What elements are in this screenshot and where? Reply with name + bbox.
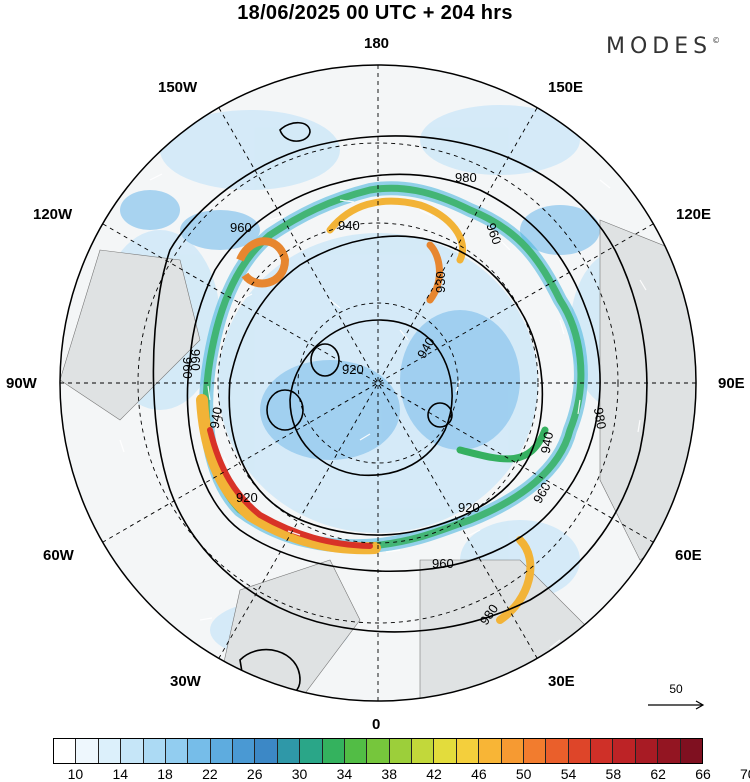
jet-stream-east-segment <box>496 536 535 624</box>
colorbar-cell <box>456 739 480 763</box>
colorbar-tick-label: 58 <box>605 766 622 782</box>
contour-label: 960 <box>188 349 203 371</box>
logo-copyright-mark: © <box>712 36 721 45</box>
colorbar-cell <box>54 739 77 763</box>
colorbar-cell <box>680 739 702 763</box>
lon-label-120e: 120E <box>676 206 712 223</box>
jet-stream-nw-ring <box>236 237 290 288</box>
colorbar-cell <box>501 739 524 763</box>
contour-label: 960 <box>483 221 505 247</box>
lon-label-60e: 60E <box>675 547 702 564</box>
colorbar-cell <box>210 739 233 763</box>
lon-label-90w: 90W <box>6 375 37 392</box>
lon-label-60w: 60W <box>43 547 74 564</box>
colorbar-tick-label: 50 <box>515 766 532 782</box>
colorbar-cell <box>613 739 636 763</box>
colorbar-cell <box>344 739 368 763</box>
colorbar-cell <box>300 739 323 763</box>
colorbar-tick-label: 42 <box>426 766 442 782</box>
colorbar-tick-label: 38 <box>381 766 397 782</box>
lon-label-120w: 120W <box>33 206 73 223</box>
colorbar-tick-label: 34 <box>336 766 353 782</box>
colorbar-cell <box>121 739 144 763</box>
graticule <box>60 65 696 701</box>
map-border <box>59 64 697 702</box>
colorbar-cell <box>367 739 390 763</box>
colorbar-tick-label: 14 <box>112 766 129 782</box>
colorbar-tick-label: 22 <box>202 766 218 782</box>
contour-label: 980 <box>591 406 610 430</box>
contour-label: 960 <box>180 357 195 379</box>
contour-label: 920 <box>458 500 480 515</box>
contour-label: 940 <box>338 218 360 233</box>
contour-label: 980 <box>455 170 477 185</box>
colorbar-cell <box>98 739 122 763</box>
colorbar-cell <box>658 739 681 763</box>
contour-label: 960 <box>230 220 252 235</box>
colorbar-tick-label: 26 <box>246 766 263 782</box>
colorbar-cell <box>277 739 301 763</box>
modes-logo: MODES© <box>606 34 720 59</box>
colorbar-tick-label: 54 <box>560 766 577 782</box>
colorbar-cell <box>412 739 435 763</box>
colorbar-cell <box>434 739 457 763</box>
colorbar-cell <box>188 739 211 763</box>
wind-speed-colorbar <box>53 738 703 764</box>
logo-text: MODES <box>606 34 713 59</box>
lon-label-90e: 90E <box>718 375 745 392</box>
colorbar-tick-label: 70 <box>740 766 750 782</box>
colorbar-cell <box>322 739 345 763</box>
reference-vector: 50 <box>646 682 706 712</box>
colorbar-tick-label: 62 <box>650 766 666 782</box>
lon-label-30e: 30E <box>548 673 575 690</box>
colorbar-cell <box>523 739 547 763</box>
map-title: 18/06/2025 00 UTC + 204 hrs <box>237 2 513 24</box>
jet-stream-ne-segment <box>456 426 549 463</box>
lon-label-0: 0 <box>372 716 381 733</box>
colorbar-cell <box>389 739 412 763</box>
jet-stream-max-segment <box>196 394 381 555</box>
colorbar-cell <box>233 739 256 763</box>
jet-stream-inner-segment <box>426 241 443 304</box>
contour-label: 930 <box>433 271 448 293</box>
colorbar-tick-label: 30 <box>291 766 308 782</box>
colorbar-tick-label: 66 <box>695 766 711 782</box>
lon-label-150e: 150E <box>548 79 584 96</box>
contour-label: 960 <box>432 556 454 571</box>
colorbar-labels: 10 14 18 22 26 30 34 38 42 46 50 54 58 62 66 70 <box>53 766 750 782</box>
colorbar-cell <box>76 739 99 763</box>
lon-label-30w: 30W <box>170 673 201 690</box>
colorbar-cell <box>255 739 278 763</box>
colorbar-cell <box>479 739 502 763</box>
colorbar-cell <box>165 739 189 763</box>
reference-vector-label: 50 <box>669 682 683 696</box>
colorbar-cell <box>568 739 591 763</box>
colorbar-cell <box>591 739 614 763</box>
colorbar-cell <box>635 739 659 763</box>
wind-speed-shading-mid <box>120 190 600 460</box>
contour-label: 920 <box>236 490 258 505</box>
height-contours <box>152 121 648 700</box>
colorbar-cell <box>143 739 166 763</box>
lon-label-180: 180 <box>364 35 390 52</box>
lon-label-150w: 150W <box>158 79 198 96</box>
reference-vector-arrow-icon <box>648 700 705 710</box>
colorbar-tick-label: 10 <box>67 766 84 782</box>
contour-label: 920 <box>342 362 364 377</box>
jet-stream-max-core <box>207 427 373 549</box>
colorbar-cell <box>546 739 569 763</box>
colorbar-tick-label: 18 <box>157 766 173 782</box>
colorbar-tick-label: 46 <box>471 766 487 782</box>
contour-label: 940 <box>538 431 557 455</box>
